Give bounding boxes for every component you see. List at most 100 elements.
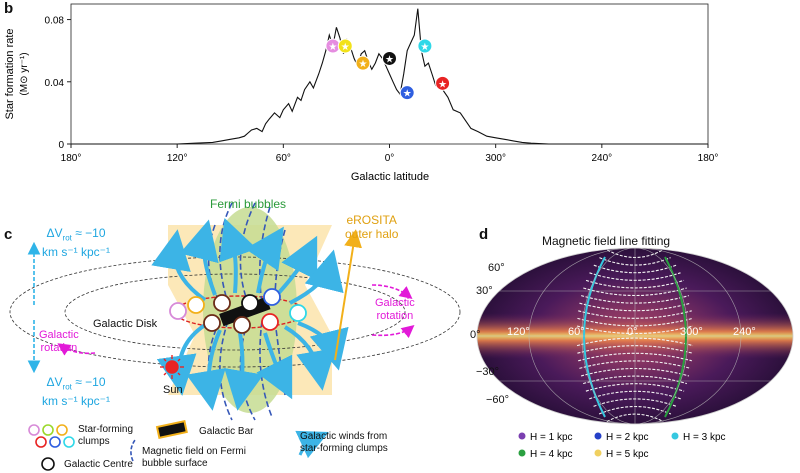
legend-winds-line1: Galactic winds from bbox=[300, 431, 388, 442]
y-tick-label: 0.08 bbox=[45, 16, 65, 27]
x-tick-label: 180° bbox=[698, 153, 719, 164]
rotation-right-line2: rotation bbox=[376, 310, 414, 322]
erosita-arrow bbox=[334, 229, 362, 361]
clump-brown-marker bbox=[213, 294, 231, 312]
legend-label: H = 3 kpc bbox=[683, 432, 726, 443]
panel-b-letter: b bbox=[4, 0, 14, 17]
y-axis-label: Star formation rate bbox=[4, 28, 16, 119]
magnetic-sky-map: H = 1 kpc H = 2 kpc H = 3 kpc H = 4 kpc H = … bbox=[476, 247, 794, 460]
legend-bar-icon bbox=[155, 420, 188, 439]
dv-bottom-sub: rot bbox=[62, 382, 72, 392]
clump-pink-marker bbox=[169, 302, 187, 320]
legend-dot bbox=[594, 432, 602, 440]
dv-top-sub: rot bbox=[62, 233, 72, 243]
rotation-arrow-right1 bbox=[371, 284, 413, 299]
clump-pink-star-icon: ★ bbox=[328, 42, 337, 53]
legend-magnetic-line2: bubble surface bbox=[142, 458, 208, 469]
legend-label: H = 5 kpc bbox=[606, 449, 649, 460]
lon-label-120: 120° bbox=[507, 326, 530, 338]
x-axis-label: Galactic latitude bbox=[351, 171, 429, 183]
y-axis-unit: (M⊙ yr⁻¹) bbox=[19, 52, 30, 95]
dv-top-value: ≈ −10 bbox=[75, 226, 106, 240]
dv-top-symbol: ΔV bbox=[46, 226, 63, 240]
legend-label: H = 4 kpc bbox=[530, 449, 573, 460]
legend-dot bbox=[594, 449, 602, 457]
legend-winds-label: Galactic winds from star-forming clumps bbox=[300, 431, 388, 455]
rotation-arrow-right2 bbox=[371, 324, 415, 339]
legend-dot bbox=[671, 432, 679, 440]
galactic-centre-marker bbox=[241, 294, 259, 312]
sky-legend: H = 1 kpc H = 2 kpc H = 3 kpc H = 4 kpc H = … bbox=[518, 432, 726, 460]
x-tick-label: 180° bbox=[61, 153, 82, 164]
galaxy-schematic bbox=[9, 202, 461, 471]
erosita-line2: outer halo bbox=[345, 227, 399, 241]
sfr-chart: 180° 120° 60° 0° 300° 240° 180° 0 0.04 0.08 ★ ★ ★ ★… bbox=[4, 3, 719, 183]
legend-clump-icons bbox=[28, 424, 75, 471]
legend-magnetic-label: Magnetic field on Fermi bubble surface bbox=[142, 446, 246, 470]
erosita-line1: eROSITA bbox=[346, 213, 397, 227]
sky-map-title: Magnetic field line fitting bbox=[542, 234, 671, 248]
rotation-label-right: Galactic rotation bbox=[375, 297, 415, 323]
clump-orange-star-icon: ★ bbox=[358, 59, 367, 70]
legend-star-forming-line1: Star-forming bbox=[78, 424, 134, 435]
clump-yellow-marker bbox=[337, 38, 353, 54]
legend-label: H = 2 kpc bbox=[606, 432, 649, 443]
lat-label-0: 0° bbox=[470, 329, 481, 341]
clump-blue-marker bbox=[263, 288, 281, 306]
legend-magnetic-icon bbox=[130, 439, 136, 462]
clump-orange-marker bbox=[355, 55, 371, 71]
erosita-label: eROSITA outer halo bbox=[345, 213, 398, 241]
legend-dot bbox=[518, 449, 526, 457]
clump-red-marker bbox=[261, 313, 279, 331]
rotation-label-left: Galactic rotation bbox=[39, 329, 79, 355]
lon-label-0: 0° bbox=[627, 326, 638, 338]
legend-galactic-bar-label: Galactic Bar bbox=[199, 426, 254, 437]
panel-c-letter: c bbox=[4, 226, 13, 243]
clump-red-marker bbox=[435, 75, 451, 91]
legend-label: H = 1 kpc bbox=[530, 432, 573, 443]
lat-label-60: 60° bbox=[488, 262, 505, 274]
rotation-left-line2: rotation bbox=[40, 342, 78, 354]
clump-cyan-marker bbox=[417, 38, 433, 54]
x-tick-label: 120° bbox=[167, 153, 188, 164]
y-tick-label: 0.04 bbox=[45, 78, 65, 89]
clump-brown2-marker bbox=[203, 314, 221, 332]
rotation-arrow-left bbox=[57, 343, 96, 356]
clump-blue-star-icon: ★ bbox=[403, 89, 412, 100]
x-tick-label: 60° bbox=[276, 153, 291, 164]
legend-dot bbox=[518, 432, 526, 440]
field-line bbox=[577, 345, 693, 354]
x-tick-label: 240° bbox=[591, 153, 612, 164]
clump-cyan-marker bbox=[289, 304, 307, 322]
rotation-left-line1: Galactic bbox=[39, 329, 79, 341]
dv-bottom-symbol: ΔV bbox=[46, 375, 63, 389]
legend-galactic-centre-icon bbox=[41, 457, 55, 471]
rotation-right-line1: Galactic bbox=[375, 297, 415, 309]
schematic-clumps bbox=[169, 288, 307, 334]
graticule bbox=[477, 248, 793, 424]
galactic-centre-marker bbox=[382, 50, 397, 66]
lat-label-m30: −30° bbox=[476, 366, 500, 378]
clump-yellow-star-icon: ★ bbox=[341, 42, 350, 53]
legend-winds-line2: star-forming clumps bbox=[300, 443, 388, 454]
dv-top-unit: km s⁻¹ kpc⁻¹ bbox=[42, 245, 110, 260]
legend-star-forming-label: Star-forming clumps bbox=[78, 424, 133, 448]
legend-magnetic-line1: Magnetic field on Fermi bbox=[142, 446, 246, 457]
panel-d-letter: d bbox=[479, 226, 489, 243]
clump-brown3-marker bbox=[233, 316, 251, 334]
lon-label-60: 60° bbox=[568, 326, 585, 338]
lon-label-240: 240° bbox=[733, 326, 756, 338]
delta-v-top-label: ΔVrot ≈ −10 km s⁻¹ kpc⁻¹ bbox=[42, 226, 110, 259]
sun-label: Sun bbox=[163, 384, 183, 396]
legend-galactic-centre-label: Galactic Centre bbox=[64, 459, 133, 470]
dv-bottom-value: ≈ −10 bbox=[75, 375, 106, 389]
clump-orange-marker bbox=[187, 296, 205, 314]
legend-star-forming-line2: clumps bbox=[78, 436, 110, 447]
sky-map-border bbox=[476, 247, 794, 425]
lat-label-m60: −60° bbox=[486, 394, 510, 406]
lon-label-300: 300° bbox=[680, 326, 703, 338]
sun-icon bbox=[160, 355, 184, 379]
field-line bbox=[577, 317, 693, 327]
x-tick-label: 0° bbox=[385, 153, 395, 164]
clump-red-star-icon: ★ bbox=[438, 79, 447, 90]
